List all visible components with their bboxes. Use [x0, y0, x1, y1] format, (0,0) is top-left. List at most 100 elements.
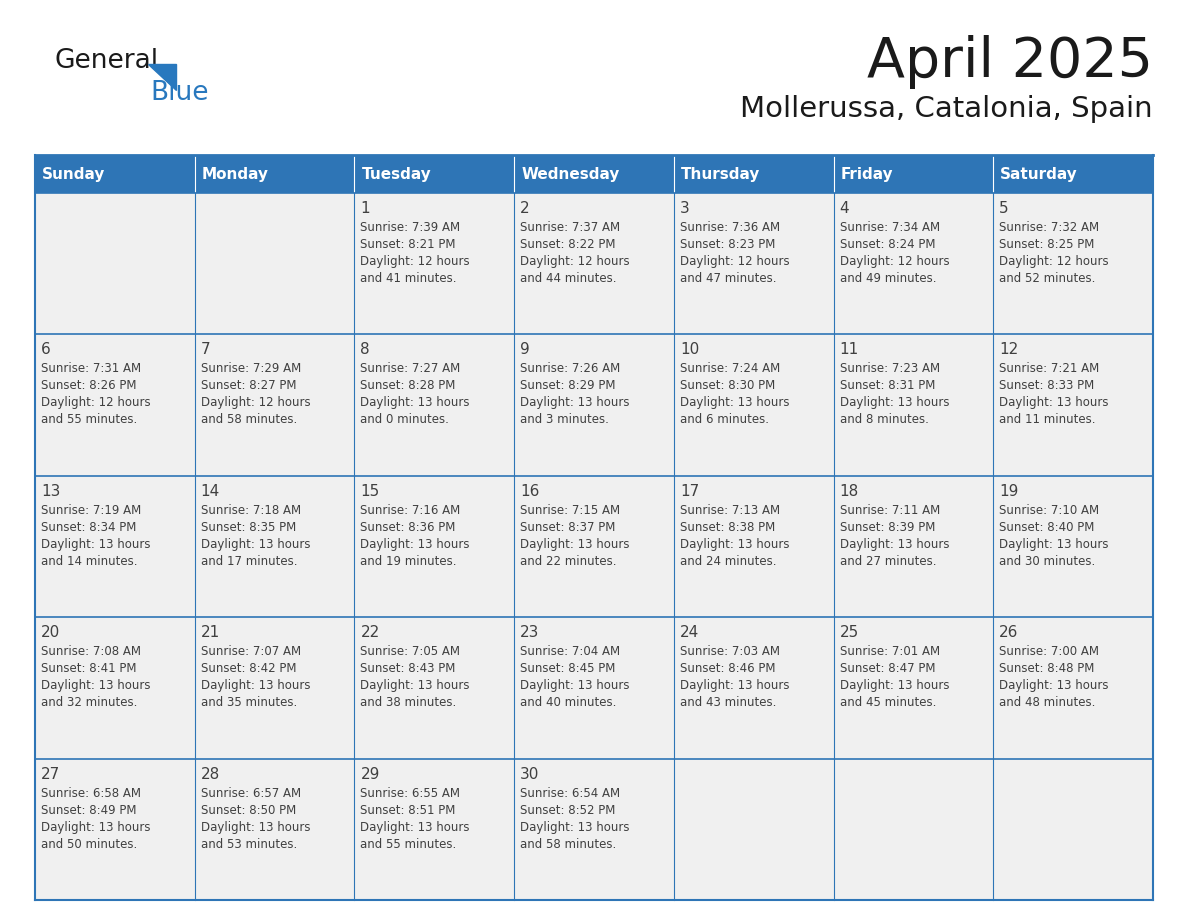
- Text: Daylight: 13 hours: Daylight: 13 hours: [680, 679, 789, 692]
- Text: 17: 17: [680, 484, 699, 498]
- Text: Daylight: 13 hours: Daylight: 13 hours: [999, 397, 1108, 409]
- Text: Daylight: 13 hours: Daylight: 13 hours: [360, 538, 470, 551]
- Text: Sunrise: 7:16 AM: Sunrise: 7:16 AM: [360, 504, 461, 517]
- Bar: [993, 155, 1154, 193]
- Text: 19: 19: [999, 484, 1018, 498]
- Text: Sunrise: 7:23 AM: Sunrise: 7:23 AM: [840, 363, 940, 375]
- Bar: [993, 758, 1154, 900]
- Bar: [674, 193, 834, 334]
- Text: Sunset: 8:40 PM: Sunset: 8:40 PM: [999, 521, 1094, 533]
- Text: 18: 18: [840, 484, 859, 498]
- Bar: [34, 334, 195, 476]
- Bar: [834, 758, 993, 900]
- Text: 15: 15: [360, 484, 380, 498]
- Text: Sunrise: 7:29 AM: Sunrise: 7:29 AM: [201, 363, 301, 375]
- Text: and 53 minutes.: and 53 minutes.: [201, 837, 297, 851]
- Text: and 3 minutes.: and 3 minutes.: [520, 413, 609, 426]
- Text: and 11 minutes.: and 11 minutes.: [999, 413, 1095, 426]
- Text: Sunrise: 7:21 AM: Sunrise: 7:21 AM: [999, 363, 1100, 375]
- Text: and 40 minutes.: and 40 minutes.: [520, 696, 617, 710]
- Text: 26: 26: [999, 625, 1018, 640]
- Text: Sunset: 8:25 PM: Sunset: 8:25 PM: [999, 238, 1094, 251]
- Bar: [834, 476, 993, 617]
- Text: Monday: Monday: [202, 166, 268, 182]
- Text: Sunrise: 6:55 AM: Sunrise: 6:55 AM: [360, 787, 461, 800]
- Bar: [195, 617, 354, 758]
- Bar: [354, 155, 514, 193]
- Bar: [514, 476, 674, 617]
- Text: Sunrise: 6:57 AM: Sunrise: 6:57 AM: [201, 787, 301, 800]
- Text: Sunrise: 7:32 AM: Sunrise: 7:32 AM: [999, 221, 1099, 234]
- Bar: [834, 193, 993, 334]
- Text: Sunrise: 7:04 AM: Sunrise: 7:04 AM: [520, 645, 620, 658]
- Text: 7: 7: [201, 342, 210, 357]
- Bar: [514, 617, 674, 758]
- Text: and 38 minutes.: and 38 minutes.: [360, 696, 456, 710]
- Text: Daylight: 13 hours: Daylight: 13 hours: [360, 821, 470, 834]
- Text: and 52 minutes.: and 52 minutes.: [999, 272, 1095, 285]
- Text: Daylight: 12 hours: Daylight: 12 hours: [360, 255, 470, 268]
- Text: Daylight: 12 hours: Daylight: 12 hours: [201, 397, 310, 409]
- Text: Daylight: 12 hours: Daylight: 12 hours: [520, 255, 630, 268]
- Text: and 44 minutes.: and 44 minutes.: [520, 272, 617, 285]
- Text: Sunrise: 7:36 AM: Sunrise: 7:36 AM: [680, 221, 781, 234]
- Text: Sunrise: 7:37 AM: Sunrise: 7:37 AM: [520, 221, 620, 234]
- Text: Daylight: 13 hours: Daylight: 13 hours: [201, 821, 310, 834]
- Text: Blue: Blue: [150, 80, 209, 106]
- Text: Sunrise: 7:39 AM: Sunrise: 7:39 AM: [360, 221, 461, 234]
- Text: Daylight: 13 hours: Daylight: 13 hours: [42, 679, 151, 692]
- Bar: [993, 617, 1154, 758]
- Text: Sunset: 8:43 PM: Sunset: 8:43 PM: [360, 662, 456, 676]
- Text: 12: 12: [999, 342, 1018, 357]
- Text: and 47 minutes.: and 47 minutes.: [680, 272, 776, 285]
- Text: Sunset: 8:35 PM: Sunset: 8:35 PM: [201, 521, 296, 533]
- Text: Sunrise: 7:00 AM: Sunrise: 7:00 AM: [999, 645, 1099, 658]
- Text: 20: 20: [42, 625, 61, 640]
- Text: and 58 minutes.: and 58 minutes.: [201, 413, 297, 426]
- Text: and 35 minutes.: and 35 minutes.: [201, 696, 297, 710]
- Text: Sunset: 8:21 PM: Sunset: 8:21 PM: [360, 238, 456, 251]
- Text: and 6 minutes.: and 6 minutes.: [680, 413, 769, 426]
- Text: Friday: Friday: [841, 166, 893, 182]
- Text: and 48 minutes.: and 48 minutes.: [999, 696, 1095, 710]
- Bar: [834, 334, 993, 476]
- Text: Sunset: 8:48 PM: Sunset: 8:48 PM: [999, 662, 1094, 676]
- Text: Sunset: 8:37 PM: Sunset: 8:37 PM: [520, 521, 615, 533]
- Bar: [195, 476, 354, 617]
- Bar: [674, 334, 834, 476]
- Bar: [674, 155, 834, 193]
- Text: and 45 minutes.: and 45 minutes.: [840, 696, 936, 710]
- Text: and 49 minutes.: and 49 minutes.: [840, 272, 936, 285]
- Text: Sunrise: 7:13 AM: Sunrise: 7:13 AM: [680, 504, 781, 517]
- Text: Mollerussa, Catalonia, Spain: Mollerussa, Catalonia, Spain: [740, 95, 1154, 123]
- Text: Sunset: 8:24 PM: Sunset: 8:24 PM: [840, 238, 935, 251]
- Text: Sunset: 8:31 PM: Sunset: 8:31 PM: [840, 379, 935, 392]
- Text: and 8 minutes.: and 8 minutes.: [840, 413, 929, 426]
- Bar: [354, 476, 514, 617]
- Text: Sunrise: 7:07 AM: Sunrise: 7:07 AM: [201, 645, 301, 658]
- Bar: [34, 476, 195, 617]
- Text: and 50 minutes.: and 50 minutes.: [42, 837, 138, 851]
- Text: Sunset: 8:52 PM: Sunset: 8:52 PM: [520, 803, 615, 817]
- Text: Sunrise: 7:11 AM: Sunrise: 7:11 AM: [840, 504, 940, 517]
- Text: and 17 minutes.: and 17 minutes.: [201, 554, 297, 568]
- Text: April 2025: April 2025: [867, 35, 1154, 89]
- Text: Daylight: 13 hours: Daylight: 13 hours: [360, 679, 470, 692]
- Text: Daylight: 12 hours: Daylight: 12 hours: [680, 255, 790, 268]
- Text: Sunset: 8:30 PM: Sunset: 8:30 PM: [680, 379, 775, 392]
- Text: and 58 minutes.: and 58 minutes.: [520, 837, 617, 851]
- Text: Sunrise: 7:19 AM: Sunrise: 7:19 AM: [42, 504, 141, 517]
- Text: 2: 2: [520, 201, 530, 216]
- Text: 6: 6: [42, 342, 51, 357]
- Text: Sunrise: 7:24 AM: Sunrise: 7:24 AM: [680, 363, 781, 375]
- Bar: [34, 193, 195, 334]
- Text: Sunset: 8:28 PM: Sunset: 8:28 PM: [360, 379, 456, 392]
- Text: Daylight: 13 hours: Daylight: 13 hours: [999, 679, 1108, 692]
- Text: 4: 4: [840, 201, 849, 216]
- Bar: [34, 758, 195, 900]
- Text: Wednesday: Wednesday: [522, 166, 619, 182]
- Text: Daylight: 13 hours: Daylight: 13 hours: [360, 397, 470, 409]
- Text: Sunrise: 6:58 AM: Sunrise: 6:58 AM: [42, 787, 141, 800]
- Text: 24: 24: [680, 625, 699, 640]
- Bar: [354, 334, 514, 476]
